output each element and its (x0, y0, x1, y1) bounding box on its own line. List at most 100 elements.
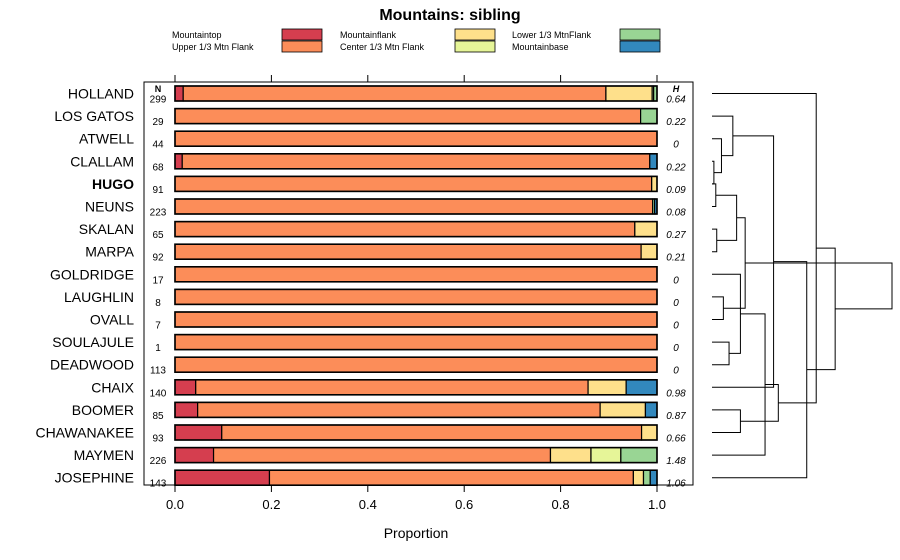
row-n: 113 (150, 366, 166, 377)
bar-segment (174, 447, 215, 464)
row-label: BOOMER (72, 402, 134, 418)
row-n: 68 (152, 162, 164, 173)
row-n: 91 (152, 185, 164, 196)
bar-rows: HOLLAND 299 0.64 LOS GATOS 29 0.22 ATWELL 44 0 CL… (35, 85, 686, 490)
dendrogram-branch (712, 273, 741, 354)
row-h: 0.22 (666, 117, 686, 128)
bar-segment (174, 85, 184, 102)
bar-segment (174, 356, 658, 373)
bar-outline (174, 130, 658, 147)
row-label: MAYMEN (74, 447, 134, 463)
row-h: 0.22 (666, 162, 686, 173)
bar-segment (221, 424, 643, 441)
row-h: 0 (673, 275, 679, 286)
bar-segment (174, 266, 658, 283)
bar-outline (174, 378, 658, 396)
row-n: 65 (152, 230, 164, 241)
row-n: 44 (152, 140, 164, 151)
bar-outline (174, 175, 658, 193)
bar-outline (174, 446, 658, 464)
row-h: 0.98 (666, 388, 686, 399)
bar-segment (649, 153, 658, 170)
x-tick-label: 0.0 (166, 497, 184, 512)
bar-outline (174, 153, 658, 170)
legend-swatch (281, 40, 323, 53)
row-h: 0 (673, 366, 679, 377)
legend-label: Mountaintop (172, 30, 222, 40)
legend-swatch (619, 40, 661, 53)
bar-outline (174, 424, 658, 441)
bar-outline (174, 333, 658, 351)
row-n: 223 (150, 208, 167, 219)
row-n: 93 (152, 434, 164, 445)
row-n: 7 (155, 321, 161, 332)
row-h: 0.64 (666, 95, 686, 106)
n-header: N (155, 84, 162, 94)
bar-segment (174, 334, 658, 351)
row-n: 29 (152, 117, 164, 128)
x-tick-label: 0.4 (359, 497, 377, 512)
legend-swatch (454, 40, 496, 53)
row-h: 0 (673, 343, 679, 354)
row-n: 8 (155, 298, 161, 309)
row-label: NEUNS (85, 199, 134, 215)
bar-outline (174, 311, 658, 328)
dendrogram-branch (712, 160, 715, 185)
bar-outline (174, 198, 658, 215)
bar-segment (174, 379, 197, 396)
bar-segment (605, 85, 653, 102)
row-label: SOULAJULE (52, 334, 134, 350)
dendrogram-branch (712, 261, 808, 479)
row-label: LAUGHLIN (64, 289, 134, 305)
row-label: HOLLAND (68, 86, 134, 102)
bar-segment (587, 379, 627, 396)
dendrogram-branch (712, 115, 734, 157)
row-h: 0.66 (666, 434, 686, 445)
dendrogram-branch (712, 341, 730, 366)
bar-outline (174, 469, 658, 487)
x-axis-label: Proportion (384, 525, 449, 541)
legend-label: Upper 1/3 Mtn Flank (172, 42, 254, 52)
bar-segment (174, 288, 658, 305)
bar-segment (590, 447, 622, 464)
row-h: 0 (673, 140, 679, 151)
bar-outline (174, 401, 658, 419)
row-label: HUGO (92, 176, 134, 192)
bar-segment (649, 469, 658, 486)
row-label: JOSEPHINE (55, 470, 134, 486)
row-label: ATWELL (79, 131, 134, 147)
x-tick-label: 0.8 (552, 497, 570, 512)
row-n: 1 (155, 343, 161, 354)
dendrogram-branch (712, 228, 718, 253)
bar-outline (174, 356, 658, 374)
bar-segment (174, 424, 223, 441)
bar-outline (174, 220, 658, 238)
row-n: 143 (150, 479, 167, 490)
bar-segment (197, 401, 601, 418)
dendrogram-branch (712, 135, 775, 388)
dendrogram-branch (745, 262, 893, 310)
bar-segment (212, 447, 552, 464)
bar-segment (268, 469, 634, 486)
row-h: 0 (673, 321, 679, 332)
row-n: 92 (152, 253, 164, 264)
bar-outline (174, 107, 658, 125)
dendrogram-branch (715, 194, 738, 241)
dendrogram-branch (712, 313, 766, 456)
bar-segment (174, 221, 636, 238)
x-axis: 0.0 0.2 0.4 0.6 0.8 1.0 (166, 75, 666, 512)
bar-outline (174, 85, 658, 102)
bar-segment (174, 175, 653, 192)
dendrogram-branch (712, 296, 724, 320)
row-n: 140 (150, 388, 167, 399)
bar-segment (174, 311, 658, 328)
bar-segment (174, 401, 199, 418)
row-label: LOS GATOS (54, 108, 134, 124)
row-label: GOLDRIDGE (50, 266, 134, 282)
bar-segment (549, 447, 592, 464)
dendrogram-branch (723, 217, 746, 309)
row-label: CHAIX (91, 379, 134, 395)
bar-segment (640, 243, 658, 260)
legend-label: Mountainflank (340, 30, 397, 40)
row-label: OVALL (90, 312, 134, 328)
